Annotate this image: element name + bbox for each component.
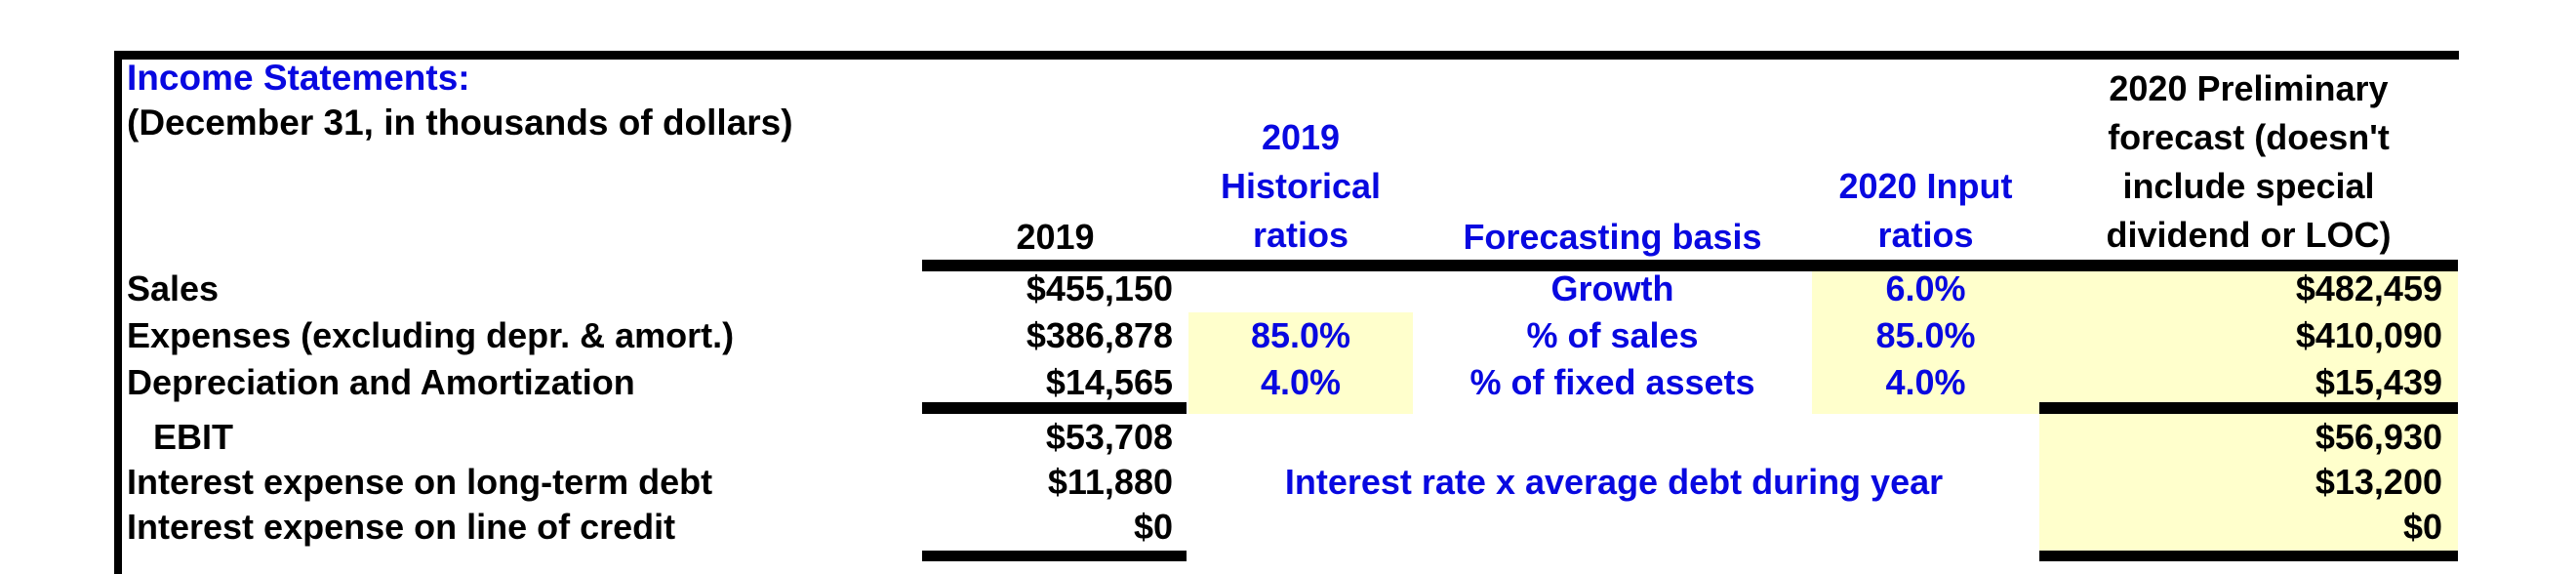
- forecast-header-line4: dividend or LOC): [2106, 215, 2392, 255]
- historical-header-line3: ratios: [1252, 215, 1349, 255]
- sheet-title[interactable]: Income Statements:: [127, 58, 470, 98]
- interest-rate-note[interactable]: Interest rate x average debt during year: [1284, 462, 1944, 502]
- interest-lt-2019-value[interactable]: $11,880: [1047, 462, 1173, 502]
- interest-loc-2019-value[interactable]: $0: [1133, 507, 1173, 547]
- bottom-line-2019: [922, 551, 1187, 561]
- bottom-line-forecast: [2039, 551, 2458, 561]
- interest-lt-forecast-value[interactable]: $13,200: [2314, 462, 2442, 502]
- forecast-header-line1: 2020 Preliminary: [2109, 68, 2389, 108]
- column-header-2019[interactable]: 2019: [1016, 217, 1095, 257]
- column-header-input-ratios[interactable]: 2020 Input ratios: [1812, 162, 2039, 260]
- column-header-forecasting-basis[interactable]: Forecasting basis: [1463, 217, 1762, 257]
- forecast-header-line3: include special: [2122, 166, 2375, 206]
- column-header-historical-ratios[interactable]: 2019 Historical ratios: [1188, 113, 1413, 260]
- ebit-2019-value[interactable]: $53,708: [1045, 417, 1173, 457]
- column-header-forecast[interactable]: 2020 Preliminary forecast (doesn't inclu…: [2039, 64, 2458, 260]
- input-and-forecast-highlight: [1812, 271, 2458, 414]
- box-left-border: [114, 51, 122, 574]
- ebit-forecast-value[interactable]: $56,930: [2314, 417, 2442, 457]
- interest-loc-forecast-value[interactable]: $0: [2402, 507, 2442, 547]
- historical-header-line1: 2019: [1261, 117, 1341, 157]
- row-label-ebit[interactable]: EBIT: [153, 417, 234, 457]
- expenses-forecasting-basis[interactable]: % of sales: [1526, 315, 1699, 355]
- sales-2019-value[interactable]: $455,150: [1026, 268, 1173, 308]
- row-label-sales[interactable]: Sales: [127, 268, 220, 308]
- header-underline: [922, 260, 2458, 271]
- depreciation-input-ratio-cell[interactable]: 4.0%: [1885, 362, 1966, 402]
- sheet-subtitle[interactable]: (December 31, in thousands of dollars): [127, 102, 793, 143]
- forecast-header-line2: forecast (doesn't: [2108, 117, 2390, 157]
- depreciation-2019-value[interactable]: $14,565: [1045, 362, 1173, 402]
- expenses-historical-ratio-cell[interactable]: 85.0%: [1250, 315, 1351, 355]
- depreciation-forecast-value[interactable]: $15,439: [2314, 362, 2442, 402]
- row-label-interest-lt-debt[interactable]: Interest expense on long-term debt: [127, 462, 713, 502]
- forecast-lower-highlight: [2039, 414, 2458, 551]
- row-label-interest-loc[interactable]: Interest expense on line of credit: [127, 507, 676, 547]
- subtotal-line-forecast: [2039, 402, 2458, 414]
- sales-forecasting-basis[interactable]: Growth: [1550, 268, 1674, 308]
- row-label-depreciation[interactable]: Depreciation and Amortization: [127, 362, 635, 402]
- historical-header-line2: Historical: [1220, 166, 1382, 206]
- depreciation-forecasting-basis[interactable]: % of fixed assets: [1469, 362, 1755, 402]
- sales-forecast-value[interactable]: $482,459: [2295, 268, 2442, 308]
- historical-ratios-highlight: [1188, 312, 1413, 414]
- expenses-input-ratio-cell[interactable]: 85.0%: [1875, 315, 1976, 355]
- box-top-border: [114, 51, 2459, 60]
- subtotal-line-2019: [922, 402, 1187, 414]
- depreciation-historical-ratio-cell[interactable]: 4.0%: [1260, 362, 1342, 402]
- expenses-forecast-value[interactable]: $410,090: [2295, 315, 2442, 355]
- sales-input-ratio-cell[interactable]: 6.0%: [1885, 268, 1966, 308]
- input-header-line1: 2020 Input: [1838, 166, 2013, 206]
- expenses-2019-value[interactable]: $386,878: [1026, 315, 1173, 355]
- input-header-line2: ratios: [1877, 215, 1974, 255]
- row-label-expenses[interactable]: Expenses (excluding depr. & amort.): [127, 315, 735, 355]
